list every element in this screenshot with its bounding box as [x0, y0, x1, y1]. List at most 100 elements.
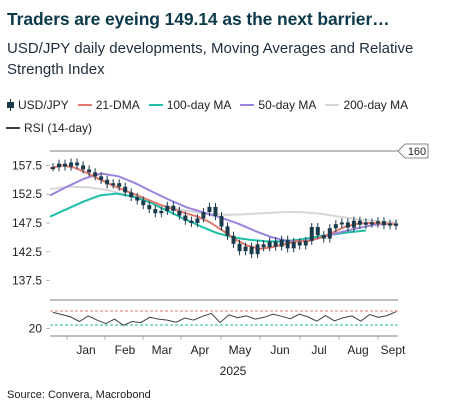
candle-body — [381, 221, 386, 226]
x-tick-label: Jan — [76, 343, 95, 357]
candle-body — [147, 205, 152, 210]
candle-body — [261, 244, 266, 248]
legend-item-100dma: 100-day MA — [148, 97, 232, 112]
candle-body — [387, 223, 392, 226]
candle-body — [105, 179, 110, 185]
candle-body — [165, 205, 170, 211]
candle-body — [285, 239, 290, 249]
legend-item-usdjpy: USD/JPY — [6, 98, 69, 112]
candle-body — [369, 222, 374, 225]
candle-body — [267, 241, 272, 248]
legend-swatch-200dma — [325, 103, 340, 106]
candle-body — [279, 239, 284, 247]
candle-body — [183, 215, 188, 221]
candle-body — [291, 242, 296, 249]
legend-swatch-50dma — [240, 103, 255, 106]
chart-title: Traders are eyeing 149.14 as the next ba… — [7, 9, 390, 29]
candle-body — [213, 206, 218, 217]
x-tick-label: Apr — [191, 343, 210, 357]
candle-body — [123, 186, 128, 193]
x-tick-label: Jul — [311, 343, 326, 357]
candle-body — [81, 165, 86, 170]
legend-label-50dma: 50-day MA — [258, 97, 317, 112]
candle-body — [273, 241, 278, 247]
annotation-callout — [397, 143, 429, 159]
candle-body — [99, 176, 104, 180]
x-tick-label: Mar — [152, 343, 173, 357]
candle-body — [357, 220, 362, 225]
legend-item-21dma: 21-DMA — [77, 97, 140, 112]
x-tick-label: Aug — [347, 343, 368, 357]
candle-body — [315, 227, 320, 236]
candle-body — [111, 183, 116, 186]
candle-body — [363, 222, 368, 225]
x-tick-label: Jun — [270, 343, 289, 357]
candle-body — [207, 206, 212, 213]
chart-subtitle: USD/JPY daily developments, Moving Avera… — [7, 40, 414, 78]
candle-body — [117, 183, 122, 187]
candle-body — [75, 162, 80, 166]
candle-body — [339, 222, 344, 225]
candle-body — [141, 200, 146, 206]
candlestick-series — [51, 158, 398, 259]
chart-area: 137.5 142.5 147.5 152.5 157.5 160 20 Jan Feb Mar A… — [12, 143, 429, 378]
candle-body — [327, 228, 332, 239]
candle-body — [394, 223, 398, 226]
legend-label-usdjpy: USD/JPY — [18, 97, 69, 112]
candle-body — [249, 246, 254, 255]
x-tick-label: May — [229, 343, 252, 357]
y-tick-label: 157.5 — [12, 158, 42, 172]
candle-body — [159, 210, 164, 214]
candle-body — [345, 222, 350, 228]
candle-body — [219, 216, 224, 227]
candle-body — [225, 226, 230, 236]
legend-item-50dma: 50-day MA — [240, 98, 316, 112]
y-tick-label: 142.5 — [12, 245, 42, 259]
candle-body — [87, 169, 92, 173]
candle-body — [231, 235, 236, 244]
annotation-label: 160 — [408, 146, 426, 158]
candle-body — [255, 244, 260, 255]
candle-body — [135, 197, 140, 201]
y-tick-label: 147.5 — [12, 216, 42, 230]
candle-body — [195, 218, 200, 223]
legend-swatch-100dma — [148, 103, 163, 106]
legend-label-21dma: 21-DMA — [95, 97, 140, 112]
legend-item-200dma: 200-day MA — [325, 98, 408, 112]
candle-body — [333, 224, 338, 229]
candle-body — [351, 220, 356, 228]
source-note: Source: Convera, Macrobond — [7, 389, 151, 401]
candle-body — [57, 163, 62, 168]
legend-swatch-rsi — [6, 126, 20, 129]
legend-row-2: RSI (14-day) — [6, 116, 451, 139]
candle-body — [309, 227, 314, 241]
candlestick-icon — [6, 98, 15, 111]
candle-body — [153, 209, 158, 214]
x-tick-label: Sept — [381, 343, 406, 357]
candle-body — [177, 210, 182, 216]
legend-item-rsi: RSI (14-day) — [6, 121, 92, 135]
legend-swatch-21dma — [77, 103, 92, 106]
legend-label-100dma: 100-day MA — [166, 97, 232, 112]
candle-body — [171, 205, 176, 211]
rsi-y-tick-label: 20 — [29, 322, 43, 336]
candle-body — [297, 242, 302, 246]
candle-body — [375, 221, 380, 224]
candle-body — [321, 235, 326, 239]
candle-body — [63, 163, 68, 167]
x-axis-year-label: 2025 — [220, 364, 247, 378]
legend-label-rsi: RSI (14-day) — [24, 120, 93, 135]
chart-legend: USD/JPY 21-DMA 100-day MA 50-day MA 200-… — [6, 93, 451, 139]
candle-body — [51, 167, 55, 170]
candle-body — [189, 220, 194, 223]
legend-row-1: USD/JPY 21-DMA 100-day MA 50-day MA 200-… — [6, 93, 451, 116]
y-tick-label: 152.5 — [12, 187, 42, 201]
rsi-line — [52, 311, 397, 326]
candle-body — [201, 212, 206, 219]
candle-body — [69, 162, 74, 167]
candle-body — [303, 240, 308, 246]
candle-body — [237, 243, 242, 252]
candle-body — [93, 172, 98, 177]
legend-label-200dma: 200-day MA — [343, 97, 409, 112]
candle-body — [129, 192, 134, 198]
